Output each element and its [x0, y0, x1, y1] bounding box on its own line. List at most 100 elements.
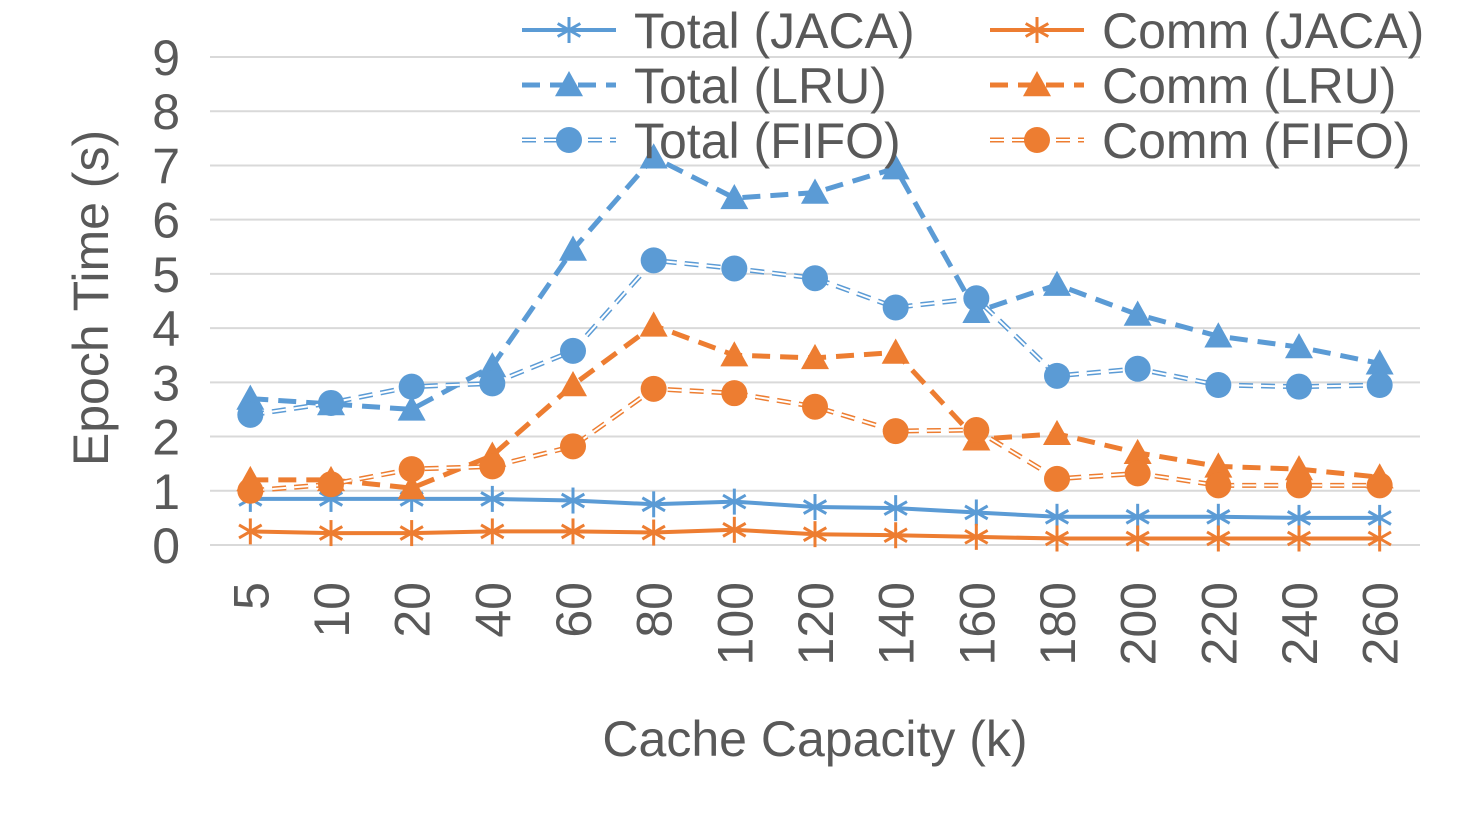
data-point: [398, 373, 425, 400]
x-tick-label: 180: [1030, 582, 1086, 665]
data-point: [882, 294, 909, 321]
y-tick-label: 5: [152, 247, 180, 303]
legend-marker: [556, 17, 582, 43]
data-point: [1205, 372, 1232, 399]
data-point: [802, 494, 828, 521]
data-point: [1044, 465, 1070, 492]
x-tick-label: 140: [869, 582, 925, 665]
legend-label: Total (FIFO): [634, 113, 901, 169]
data-point: [1365, 349, 1394, 375]
data-point: [237, 401, 264, 428]
data-point: [1124, 460, 1151, 487]
data-point: [801, 343, 829, 370]
data-point: [720, 341, 749, 367]
y-tick-label: 0: [152, 518, 180, 574]
data-point: [1206, 503, 1231, 530]
x-tick-label: 20: [385, 582, 441, 638]
data-point: [801, 178, 829, 204]
data-point: [641, 491, 666, 518]
data-point: [1286, 472, 1312, 499]
data-point: [883, 522, 908, 549]
legend-label: Comm (LRU): [1102, 58, 1396, 114]
series-line: [250, 386, 1380, 494]
data-point: [559, 235, 587, 261]
data-point: [1044, 362, 1070, 389]
data-point: [1125, 525, 1150, 552]
data-point: [802, 521, 828, 548]
data-point: [802, 265, 828, 292]
x-tick-label: 160: [949, 582, 1005, 665]
y-tick-label: 1: [152, 464, 180, 520]
y-axis-label: Epoch Time (s): [63, 130, 119, 466]
data-point: [722, 488, 747, 515]
x-tick-label: 100: [707, 582, 763, 665]
y-tick-label: 9: [152, 30, 180, 86]
data-point: [318, 389, 344, 416]
data-point: [882, 418, 909, 445]
data-point: [399, 520, 424, 547]
legend-marker: [1023, 71, 1051, 97]
data-point: [478, 352, 507, 378]
data-point: [1043, 270, 1071, 296]
x-tick-label: 240: [1272, 582, 1328, 665]
data-point: [721, 255, 748, 282]
data-point: [1123, 438, 1152, 465]
y-tick-label: 2: [152, 410, 180, 466]
data-point: [1124, 355, 1151, 382]
data-point: [1285, 455, 1313, 481]
data-point: [963, 285, 990, 312]
y-tick-label: 3: [152, 355, 180, 411]
data-point: [1123, 300, 1152, 326]
data-point: [720, 183, 749, 210]
series: [236, 143, 1394, 552]
data-point: [238, 518, 263, 545]
data-point: [1044, 503, 1070, 530]
data-point: [559, 371, 587, 397]
x-tick-label: 120: [788, 582, 844, 665]
data-point: [397, 474, 426, 500]
legend-marker: [555, 71, 583, 97]
legend: Total (JACA) Comm (JACA) Total (LRU) Comm (…: [522, 3, 1424, 169]
x-tick-label: 220: [1191, 582, 1247, 665]
data-point: [1286, 525, 1312, 552]
data-point: [1205, 472, 1232, 499]
y-tick-label: 8: [152, 84, 180, 140]
data-point: [640, 375, 667, 402]
data-point: [1366, 372, 1393, 399]
data-point: [1286, 373, 1312, 400]
data-point: [479, 370, 506, 397]
x-tick-label: 40: [465, 582, 521, 638]
data-point: [883, 495, 908, 522]
data-point: [1043, 419, 1071, 446]
data-point: [964, 523, 989, 550]
data-point: [560, 518, 586, 545]
data-point: [560, 433, 586, 460]
legend-label: Total (JACA): [634, 3, 915, 59]
data-point: [1367, 525, 1392, 552]
data-point: [1204, 322, 1233, 348]
data-point: [639, 143, 668, 169]
x-tick-label: 5: [223, 582, 279, 610]
data-point: [318, 471, 344, 498]
data-point: [641, 519, 666, 546]
data-point: [318, 520, 344, 547]
legend-label: Total (LRU): [634, 58, 887, 114]
x-tick-label: 60: [546, 582, 602, 638]
data-point: [480, 518, 505, 545]
data-point: [1206, 525, 1231, 552]
data-point: [881, 338, 910, 364]
legend-label: Comm (FIFO): [1102, 113, 1410, 169]
data-point: [964, 499, 989, 526]
data-point: [236, 384, 265, 410]
data-point: [640, 247, 667, 274]
data-point: [1204, 452, 1233, 478]
x-axis-ticks: 5 10 20 40 60 80 100 120 140 160 180 200 220 240 260: [223, 582, 1408, 665]
data-point: [639, 311, 668, 337]
data-point: [479, 453, 506, 480]
x-tick-label: 260: [1353, 582, 1409, 665]
data-point: [397, 395, 426, 421]
legend-marker: [1024, 127, 1050, 153]
y-tick-label: 6: [152, 193, 180, 249]
